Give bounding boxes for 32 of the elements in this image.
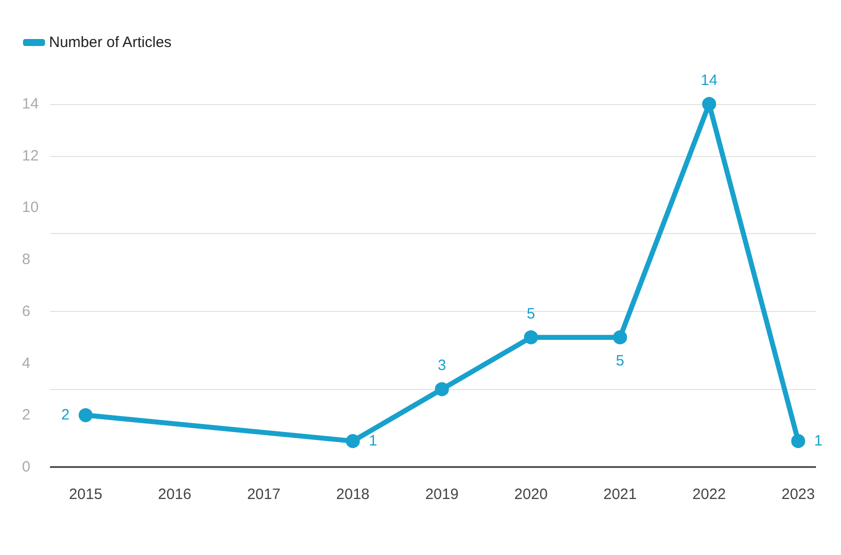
x-tick-label: 2016 — [158, 486, 192, 503]
y-tick-label: 10 — [22, 199, 39, 216]
y-tick-label: 8 — [22, 251, 30, 268]
data-label: 5 — [526, 305, 536, 322]
y-tick-label: 2 — [22, 406, 30, 424]
y-tick-label: 0 — [22, 458, 30, 476]
x-tick-label: 2018 — [336, 486, 370, 503]
data-label: 1 — [814, 432, 823, 450]
point — [434, 382, 449, 396]
x-tick-label: 2022 — [692, 486, 726, 503]
x-tick-label: 2017 — [247, 486, 280, 503]
x-tick-label: 2021 — [603, 486, 637, 503]
point — [791, 434, 806, 448]
y-tick-label: 14 — [22, 96, 39, 112]
x-tick-label: 2019 — [425, 486, 459, 503]
data-label: 1 — [368, 432, 378, 450]
data-label: 2 — [61, 406, 70, 424]
point — [78, 408, 93, 422]
data-label: 5 — [616, 352, 624, 370]
x-tick-label: 2023 — [782, 486, 815, 503]
point — [346, 434, 360, 448]
x-tick-label: 2015 — [68, 486, 102, 503]
legend-label: Number of Articles — [49, 34, 172, 51]
point — [524, 330, 538, 344]
data-label: 3 — [438, 357, 446, 374]
y-tick-label: 12 — [22, 147, 39, 164]
point — [702, 97, 716, 111]
data-label: 14 — [700, 72, 718, 89]
x-tick-label: 2020 — [514, 486, 548, 503]
y-tick-label: 6 — [22, 302, 30, 320]
point — [613, 330, 628, 344]
y-tick-label: 4 — [22, 354, 30, 372]
